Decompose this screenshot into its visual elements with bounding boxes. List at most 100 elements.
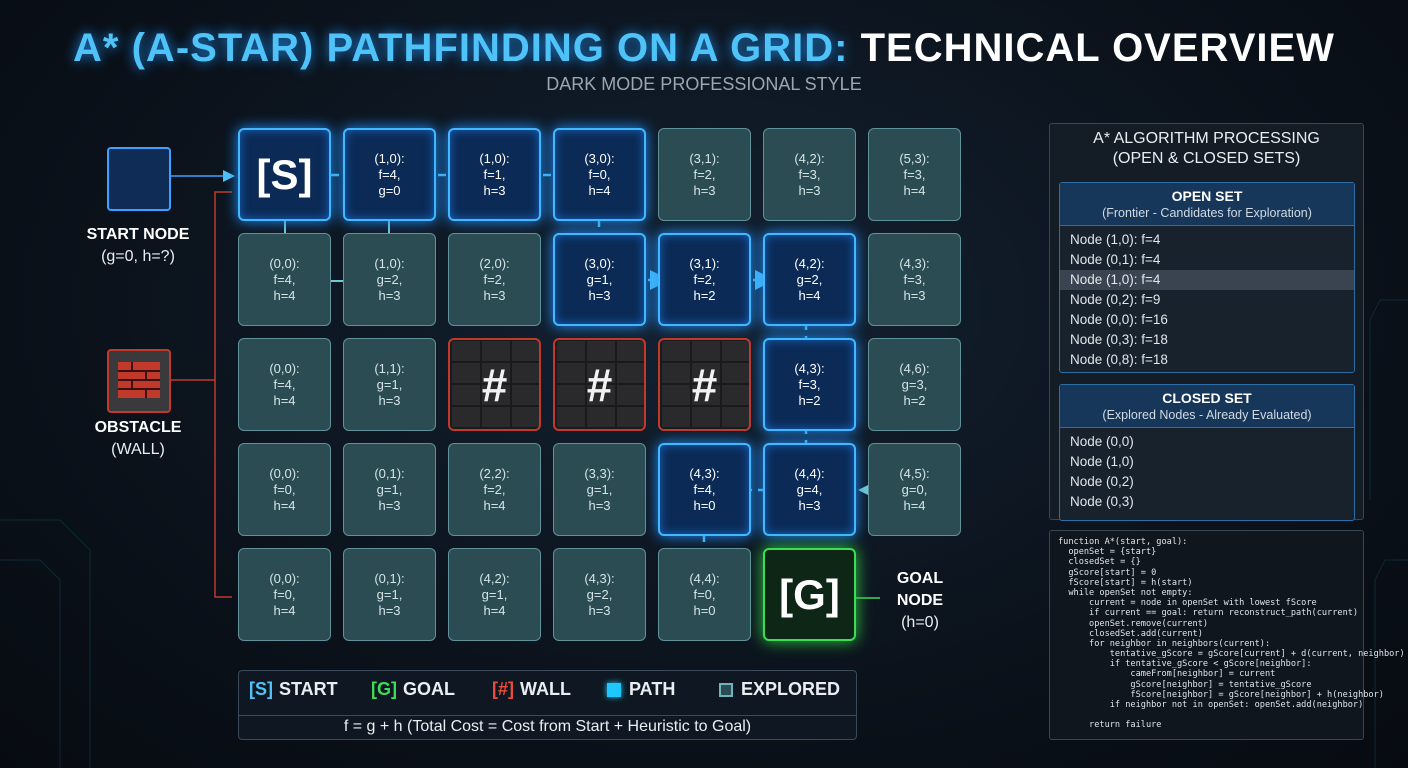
cell-text: (4,2): <box>794 255 825 271</box>
open-set-item: Node (1,0): f=4 <box>1070 232 1161 247</box>
cell-text: f=3, <box>903 166 926 182</box>
explored-cell: (3,3): g=1, h=3 <box>553 443 646 536</box>
cell-text: g=3, <box>901 376 928 392</box>
explored-cell: (2,0): f=2, h=3 <box>448 233 541 326</box>
cell-text: (2,0): <box>479 255 510 271</box>
cell-text: h=3 <box>588 497 611 513</box>
closed-set: CLOSED SET (Explored Nodes - Already Eval… <box>1059 384 1355 521</box>
cell-text: g=1, <box>376 376 403 392</box>
closed-set-subtitle: (Explored Nodes - Already Evaluated) <box>1102 408 1312 422</box>
code-line: fScore[start] = h(start) <box>1058 577 1193 588</box>
path-cell: (3,1): f=2, h=2 <box>658 233 751 326</box>
goal-cell: [G] <box>763 548 856 641</box>
code-line: return failure <box>1058 720 1162 731</box>
cell-text: # <box>586 358 613 411</box>
code-line: closedSet = {} <box>1058 557 1141 568</box>
code-line: if neighbor not in openSet: openSet.add(… <box>1058 700 1364 710</box>
code-line: fScore[neighbor] = gScore[neighbor] + h(… <box>1058 689 1384 700</box>
path-cell: (3,0): g=1, h=3 <box>553 233 646 326</box>
start-label: START NODE (g=0, h=?) <box>58 224 218 268</box>
cell-text: h=3 <box>693 182 716 198</box>
legend-item: [G] GOAL <box>371 679 455 700</box>
cell-text: f=0, <box>273 586 296 602</box>
start-icon <box>107 147 171 211</box>
open-set-item: Node (1,0): f=4 <box>1060 270 1354 290</box>
explored-cell: (4,5): g=0, h=4 <box>868 443 961 536</box>
panel-subtitle: (OPEN & CLOSED SETS) <box>1112 150 1301 167</box>
panel-title: A* ALGORITHM PROCESSING <box>1093 130 1320 147</box>
code-line: if tentative_gScore < gScore[neighbor]: <box>1058 659 1312 670</box>
cell-text: h=4 <box>588 182 611 198</box>
cell-text: h=3 <box>903 287 926 303</box>
cell-text: g=4, <box>796 481 823 497</box>
cell-text: (0,0): <box>269 255 300 271</box>
open-set-subtitle: (Frontier - Candidates for Exploration) <box>1102 206 1312 220</box>
path-cell: (1,0): f=4, g=0 <box>343 128 436 221</box>
cell-text: h=3 <box>378 497 401 513</box>
cell-text: f=0, <box>588 166 611 182</box>
cell-text: f=0, <box>693 586 716 602</box>
cell-text: h=4 <box>273 392 296 408</box>
explored-cell: (0,0): f=4, h=4 <box>238 233 331 326</box>
open-set: OPEN SET (Frontier - Candidates for Explo… <box>1059 182 1355 373</box>
cell-text: g=1, <box>586 271 613 287</box>
start-label-detail: (g=0, h=?) <box>101 248 175 265</box>
closed-set-item: Node (1,0) <box>1070 454 1134 469</box>
cell-text: f=1, <box>483 166 506 182</box>
cell-text: (3,1): <box>689 150 720 166</box>
subtitle: DARK MODE PROFESSIONAL STYLE <box>546 74 862 94</box>
start-label-title: START NODE <box>86 226 190 243</box>
cell-text: (0,1): <box>374 465 405 481</box>
explored-cell: (4,2): f=3, h=3 <box>763 128 856 221</box>
code-line <box>1058 710 1363 720</box>
cell-text: h=4 <box>273 497 296 513</box>
cell-text: (0,0): <box>269 360 300 376</box>
wall-icon <box>107 349 171 413</box>
cell-text: f=4, <box>273 271 296 287</box>
cell-text: (3,3): <box>584 465 615 481</box>
code-line: gScore[start] = 0 <box>1058 567 1157 578</box>
cell-text: [S] <box>256 150 313 198</box>
cell-text: h=3 <box>378 602 401 618</box>
legend-label: PATH <box>629 679 676 699</box>
cell-text: f=0, <box>273 481 296 497</box>
explored-cell: (0,0): f=0, h=4 <box>238 548 331 641</box>
path-cell: (4,3): f=3, h=2 <box>763 338 856 431</box>
open-set-title: OPEN SET <box>1171 188 1243 204</box>
formula: f = g + h (Total Cost = Cost from Start … <box>239 715 856 738</box>
open-set-item: Node (0,8): f=18 <box>1070 352 1168 367</box>
code-line: openSet.remove(current) <box>1058 618 1209 629</box>
pseudocode: function A*(start, goal): openSet = {sta… <box>1049 530 1405 740</box>
cell-text: h=4 <box>798 287 821 303</box>
sets-panel: A* ALGORITHM PROCESSING (OPEN & CLOSED S… <box>1049 123 1364 521</box>
closed-set-list: Node (0,0) Node (1,0) Node (0,2) Node (0,3) <box>1060 428 1354 512</box>
title-rest: TECHNICAL OVERVIEW <box>860 26 1335 70</box>
legend-item: [S] START <box>249 679 338 700</box>
explored-cell: (5,3): f=3, h=4 <box>868 128 961 221</box>
cell-text: g=2, <box>376 271 403 287</box>
open-set-header: OPEN SET (Frontier - Candidates for Explo… <box>1060 183 1354 226</box>
legend-label: GOAL <box>403 679 455 699</box>
legend-swatch <box>607 682 621 697</box>
legend-item: [#] WALL <box>492 679 571 700</box>
closed-set-item: Node (0,2) <box>1070 474 1134 489</box>
obstacle-label-title: OBSTACLE <box>94 419 182 436</box>
cell-text: f=3, <box>798 376 821 392</box>
cell-text: g=1, <box>481 586 508 602</box>
path-cell: (4,3): f=4, h=0 <box>658 443 751 536</box>
cell-text: h=4 <box>273 287 296 303</box>
cell-text: (4,3): <box>584 570 615 586</box>
explored-cell: (0,1): g=1, h=3 <box>343 548 436 641</box>
legend-label: WALL <box>520 679 571 699</box>
code-line: tentative_gScore = gScore[current] + d(c… <box>1058 649 1405 660</box>
legend-symbol: [S] <box>249 679 273 699</box>
goal-label: GOAL NODE (h=0) <box>880 568 960 634</box>
cell-text: # <box>481 358 508 411</box>
title-highlight: A* (A-STAR) PATHFINDING ON A GRID: <box>73 26 849 70</box>
explored-cell: (0,1): g=1, h=3 <box>343 443 436 536</box>
cell-text: (3,0): <box>584 150 615 166</box>
code-line: gScore[neighbor] = tentative_gScore <box>1058 679 1312 690</box>
cell-text: (1,0): <box>374 255 405 271</box>
explored-cell: (4,3): f=3, h=3 <box>868 233 961 326</box>
open-set-item: Node (0,0): f=16 <box>1070 312 1168 327</box>
